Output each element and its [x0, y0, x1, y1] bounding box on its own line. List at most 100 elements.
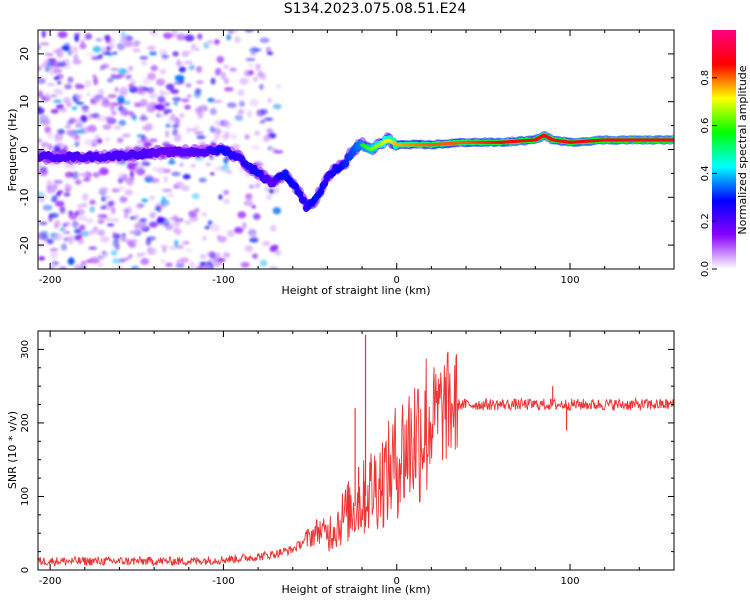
- colorbar-tick-label: 0.4: [700, 165, 711, 181]
- noise-blob: [51, 260, 58, 268]
- noise-blob: [80, 260, 87, 267]
- noise-blob: [38, 107, 45, 115]
- noise-blob: [212, 99, 223, 104]
- noise-blob: [215, 252, 221, 259]
- noise-blob: [149, 221, 158, 228]
- noise-blob: [173, 220, 180, 228]
- noise-blob: [266, 128, 274, 134]
- chart-title: S134.2023.075.08.51.E24: [283, 1, 467, 17]
- noise-blob: [147, 87, 155, 94]
- noise-blob: [38, 168, 49, 177]
- snr-content: [38, 334, 674, 567]
- noise-blob: [176, 59, 181, 67]
- spectrogram-content: [38, 30, 674, 269]
- noise-blob: [190, 163, 197, 168]
- snr-x-tick-label: -100: [212, 576, 235, 587]
- noise-blob: [233, 226, 244, 234]
- noise-blob: [124, 256, 131, 261]
- noise-blob: [187, 50, 193, 54]
- noise-blob: [111, 218, 120, 223]
- noise-blob: [273, 150, 284, 154]
- noise-blob: [94, 229, 104, 235]
- noise-blob: [223, 78, 230, 85]
- noise-blob: [272, 207, 282, 215]
- noise-blob: [265, 194, 273, 200]
- noise-blob: [198, 177, 207, 183]
- noise-blob: [184, 34, 195, 42]
- noise-blob: [64, 183, 72, 192]
- noise-blob: [50, 251, 58, 259]
- noise-blob: [92, 172, 101, 178]
- noise-blob: [259, 37, 270, 43]
- noise-blob: [245, 193, 253, 201]
- noise-blob: [39, 221, 48, 225]
- noise-blob: [121, 133, 131, 138]
- noise-blob: [116, 42, 126, 51]
- noise-blob: [221, 133, 228, 141]
- noise-blob: [98, 167, 109, 176]
- snr-x-tick-label: 0: [394, 576, 400, 587]
- noise-blob: [209, 107, 217, 116]
- noise-blob: [226, 229, 235, 238]
- noise-blob: [210, 77, 216, 85]
- noise-blob: [110, 102, 120, 107]
- noise-blob: [157, 98, 167, 105]
- noise-blob: [93, 77, 99, 86]
- noise-blob: [189, 261, 195, 269]
- noise-blob: [209, 156, 215, 160]
- noise-blob: [102, 51, 111, 55]
- noise-blob: [56, 88, 64, 95]
- noise-blob: [53, 88, 59, 95]
- noise-blob: [44, 52, 54, 57]
- noise-blob: [57, 80, 62, 85]
- colorbar-tick-label: 0.8: [700, 70, 711, 86]
- spectrogram-x-tick-label: 100: [560, 275, 579, 286]
- noise-blob: [249, 98, 259, 107]
- noise-blob: [111, 188, 120, 193]
- noise-blob: [113, 125, 122, 131]
- noise-blob: [223, 189, 230, 195]
- noise-blob: [114, 86, 119, 93]
- noise-blob: [63, 192, 71, 197]
- noise-blob: [135, 167, 146, 176]
- noise-blob: [102, 124, 112, 130]
- noise-blob: [58, 265, 67, 269]
- noise-blob: [84, 218, 94, 224]
- noise-blob: [82, 202, 88, 208]
- noise-blob: [68, 117, 77, 124]
- noise-blob: [168, 116, 174, 123]
- noise-blob: [78, 224, 86, 231]
- noise-blob: [181, 98, 190, 103]
- noise-blob: [135, 161, 140, 166]
- noise-blob: [139, 116, 149, 121]
- noise-blob: [259, 259, 268, 267]
- spectrogram-y-tick-label: -10: [18, 188, 31, 206]
- noise-blob: [129, 170, 135, 179]
- ridge-mid: [300, 196, 308, 205]
- noise-blob: [59, 227, 65, 232]
- noise-blob: [165, 123, 171, 128]
- noise-blob: [139, 98, 148, 107]
- noise-blob: [51, 183, 56, 192]
- noise-blob: [179, 162, 184, 167]
- noise-blob: [55, 73, 64, 80]
- snr-panel: -200 -100 0 100 0 100 200 300 Height of straigh…: [6, 330, 675, 596]
- noise-blob: [88, 246, 98, 250]
- noise-blob: [225, 169, 233, 174]
- noise-blob: [244, 134, 250, 140]
- noise-blob: [190, 43, 197, 51]
- noise-blob: [214, 166, 224, 172]
- noise-blob: [172, 97, 182, 102]
- noise-blob: [132, 40, 140, 48]
- noise-blob: [255, 182, 261, 189]
- noise-blob: [173, 239, 179, 248]
- noise-blob: [117, 177, 123, 184]
- noise-blob: [149, 30, 158, 36]
- noise-blob: [210, 224, 220, 232]
- noise-blob: [57, 190, 64, 194]
- noise-blob: [111, 110, 117, 116]
- noise-blob: [209, 172, 215, 176]
- noise-blob: [123, 212, 129, 219]
- noise-blob: [202, 235, 207, 241]
